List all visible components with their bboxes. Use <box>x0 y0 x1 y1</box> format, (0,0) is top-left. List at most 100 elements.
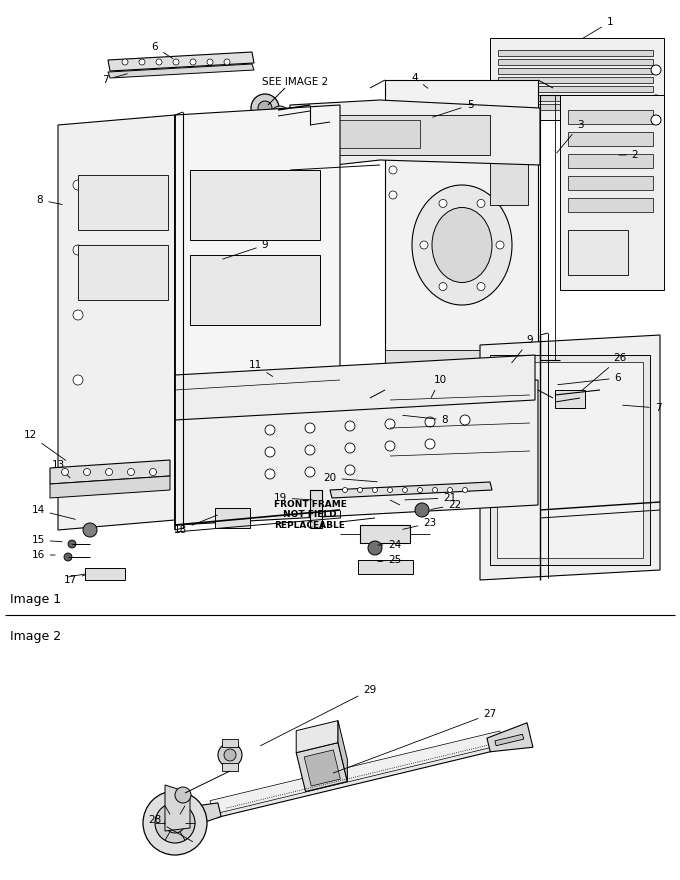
Circle shape <box>156 59 162 65</box>
Polygon shape <box>487 722 533 752</box>
Circle shape <box>224 749 236 761</box>
Text: 7: 7 <box>102 74 127 85</box>
Circle shape <box>345 443 355 453</box>
Text: SEE IMAGE 2: SEE IMAGE 2 <box>262 77 328 87</box>
Text: 14: 14 <box>31 505 75 519</box>
Circle shape <box>73 310 83 320</box>
Text: 8: 8 <box>37 195 63 205</box>
Polygon shape <box>304 750 341 786</box>
Bar <box>320 120 420 148</box>
Circle shape <box>385 419 395 429</box>
Circle shape <box>265 425 275 435</box>
Text: 9: 9 <box>222 240 269 259</box>
Circle shape <box>175 787 191 803</box>
Circle shape <box>218 743 242 767</box>
Polygon shape <box>175 355 535 420</box>
Text: 24: 24 <box>378 540 402 550</box>
Polygon shape <box>338 721 347 781</box>
Text: 18: 18 <box>173 515 218 535</box>
Circle shape <box>68 540 76 548</box>
Polygon shape <box>182 803 221 828</box>
Circle shape <box>150 468 156 475</box>
Text: 9: 9 <box>512 335 533 363</box>
Polygon shape <box>175 105 340 520</box>
Circle shape <box>271 106 289 124</box>
Circle shape <box>403 488 407 493</box>
Circle shape <box>343 488 347 493</box>
Circle shape <box>345 421 355 431</box>
Circle shape <box>447 488 452 493</box>
Circle shape <box>651 65 661 75</box>
Circle shape <box>64 553 72 561</box>
Bar <box>490 155 528 205</box>
Text: 29: 29 <box>260 685 377 745</box>
Circle shape <box>207 59 213 65</box>
Circle shape <box>389 116 397 124</box>
Polygon shape <box>480 335 660 580</box>
Polygon shape <box>108 64 254 78</box>
Circle shape <box>477 282 485 290</box>
Bar <box>310 115 490 155</box>
Bar <box>568 176 653 190</box>
Text: 17: 17 <box>63 575 86 585</box>
Circle shape <box>389 141 397 149</box>
Text: 4: 4 <box>411 73 428 88</box>
Circle shape <box>122 59 128 65</box>
Circle shape <box>462 488 468 493</box>
Text: 2: 2 <box>619 150 639 160</box>
Circle shape <box>251 94 279 122</box>
Polygon shape <box>490 38 664 120</box>
Circle shape <box>385 441 395 451</box>
Circle shape <box>83 523 97 537</box>
Bar <box>85 568 125 580</box>
Bar <box>497 362 643 558</box>
Circle shape <box>143 791 207 855</box>
Circle shape <box>460 415 470 425</box>
Circle shape <box>173 59 179 65</box>
Bar <box>498 95 653 101</box>
Polygon shape <box>58 115 175 530</box>
Bar <box>490 355 650 565</box>
Bar <box>498 59 653 65</box>
Polygon shape <box>175 380 538 525</box>
Circle shape <box>73 245 83 255</box>
Text: 10: 10 <box>431 375 447 398</box>
Circle shape <box>73 180 83 190</box>
Bar <box>498 68 653 74</box>
Circle shape <box>305 423 315 433</box>
Text: 20: 20 <box>324 473 377 483</box>
Text: 23: 23 <box>403 518 437 530</box>
Polygon shape <box>330 482 492 498</box>
Polygon shape <box>385 80 538 390</box>
Text: 19: 19 <box>273 493 312 503</box>
Text: 22: 22 <box>430 500 462 510</box>
Bar <box>498 104 653 110</box>
Bar <box>568 154 653 168</box>
Text: 1: 1 <box>582 17 613 39</box>
Circle shape <box>425 417 435 427</box>
Circle shape <box>258 101 272 115</box>
Circle shape <box>420 241 428 249</box>
Circle shape <box>418 488 422 493</box>
Bar <box>568 110 653 124</box>
Text: 27: 27 <box>333 709 496 773</box>
Circle shape <box>651 95 661 105</box>
Bar <box>568 230 628 275</box>
Text: Image 2: Image 2 <box>10 630 61 643</box>
Circle shape <box>265 469 275 479</box>
Circle shape <box>305 445 315 455</box>
Text: 6: 6 <box>152 42 173 58</box>
Polygon shape <box>210 731 503 814</box>
Text: 28: 28 <box>148 815 192 841</box>
Ellipse shape <box>432 208 492 282</box>
Circle shape <box>651 115 661 125</box>
Bar <box>222 739 238 747</box>
Ellipse shape <box>412 185 512 305</box>
Text: 3: 3 <box>557 120 583 153</box>
Bar <box>190 170 320 240</box>
Circle shape <box>439 200 447 208</box>
Text: 12: 12 <box>23 430 66 460</box>
Text: 8: 8 <box>403 415 448 425</box>
Text: 21: 21 <box>405 493 457 503</box>
Polygon shape <box>385 380 538 510</box>
